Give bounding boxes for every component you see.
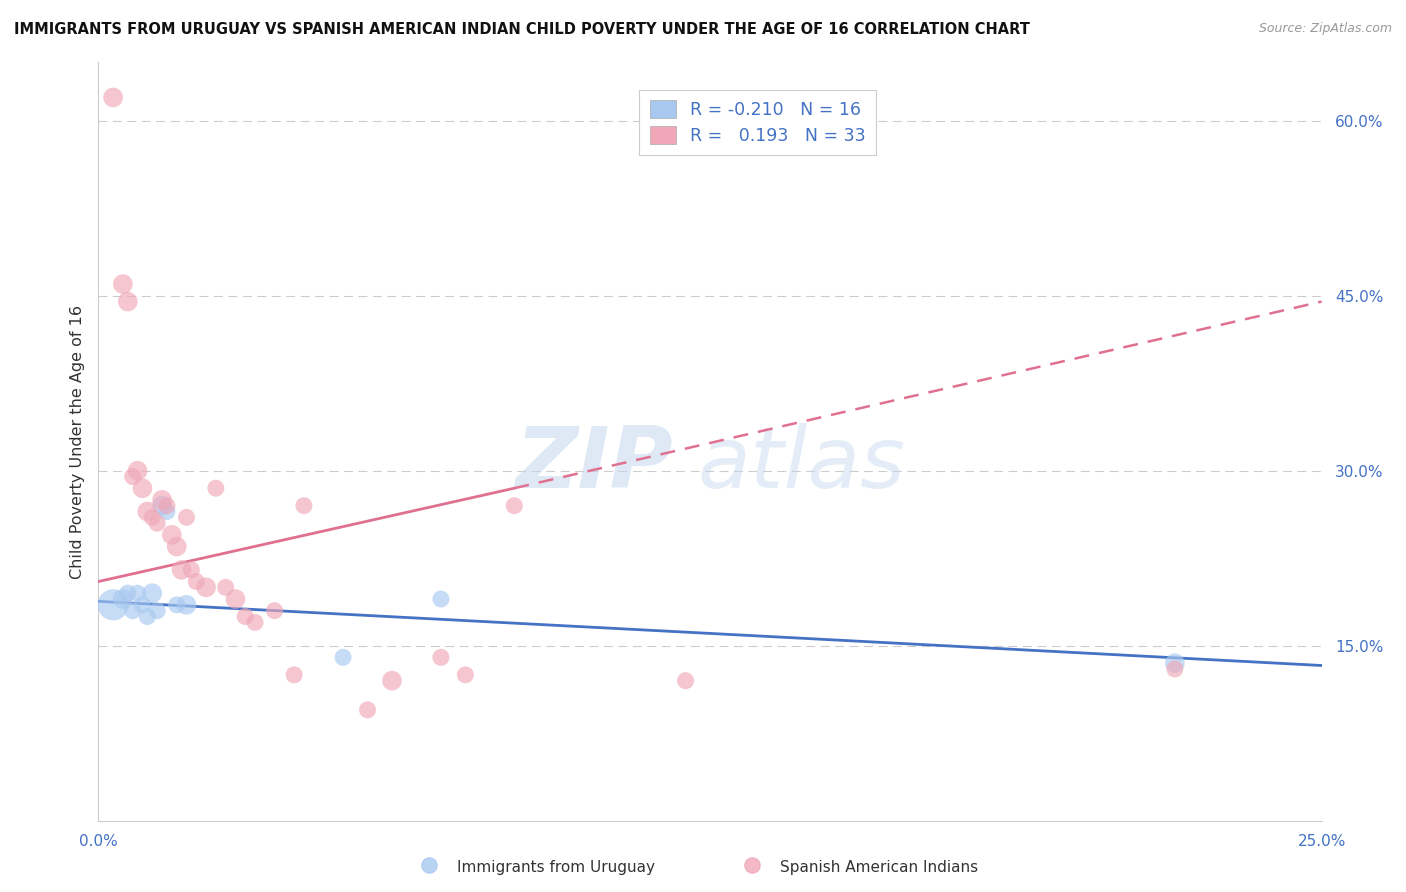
Point [166,540,188,554]
Point [121,604,143,618]
Point [156,499,179,513]
Point [131,598,153,612]
Point [121,469,143,483]
Text: Source: ZipAtlas.com: Source: ZipAtlas.com [1258,22,1392,36]
Point [166,598,188,612]
Point [170,563,193,577]
Point [111,277,134,291]
Text: IMMIGRANTS FROM URUGUAY VS SPANISH AMERICAN INDIAN CHILD POVERTY UNDER THE AGE O: IMMIGRANTS FROM URUGUAY VS SPANISH AMERI… [14,22,1031,37]
Point [141,586,163,600]
Point [741,858,763,872]
Point [332,650,354,665]
Point [176,598,198,612]
Y-axis label: Child Poverty Under the Age of 16: Child Poverty Under the Age of 16 [69,304,84,579]
Point [136,609,159,624]
Point [146,604,169,618]
Text: atlas: atlas [697,423,905,506]
Point [356,703,378,717]
Point [160,528,183,542]
Point [146,516,169,531]
Point [292,499,315,513]
Point [150,499,173,513]
Point [214,580,236,594]
Point [263,604,285,618]
Point [141,510,163,524]
Point [430,592,453,607]
Point [101,90,124,104]
Point [111,592,134,607]
Point [101,598,124,612]
Text: ZIP: ZIP [516,423,673,506]
Point [283,668,305,682]
Point [205,481,228,495]
Point [127,464,149,478]
Point [243,615,266,630]
Point [186,574,208,589]
Point [195,580,218,594]
Legend: R = -0.210   N = 16, R =   0.193   N = 33: R = -0.210 N = 16, R = 0.193 N = 33 [640,90,876,155]
Point [503,499,526,513]
Text: Immigrants from Uruguay: Immigrants from Uruguay [457,860,655,875]
Point [180,563,202,577]
Point [176,510,198,524]
Point [136,504,159,518]
Point [1164,662,1187,676]
Point [117,586,139,600]
Point [430,650,453,665]
Text: Spanish American Indians: Spanish American Indians [780,860,979,875]
Point [127,586,149,600]
Point [418,858,440,872]
Point [454,668,477,682]
Point [381,673,404,688]
Point [1164,656,1187,670]
Point [131,481,153,495]
Point [675,673,697,688]
Point [117,294,139,309]
Point [224,592,246,607]
Point [156,504,179,518]
Point [233,609,256,624]
Point [150,492,173,507]
